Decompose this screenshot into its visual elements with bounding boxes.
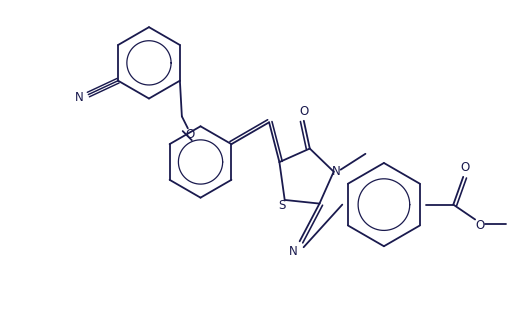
- Text: O: O: [299, 105, 308, 118]
- Text: O: O: [185, 128, 194, 141]
- Text: N: N: [332, 165, 341, 178]
- Text: N: N: [289, 245, 298, 258]
- Text: S: S: [278, 199, 286, 212]
- Text: O: O: [461, 161, 470, 174]
- Text: N: N: [75, 91, 84, 104]
- Text: O: O: [476, 219, 485, 232]
